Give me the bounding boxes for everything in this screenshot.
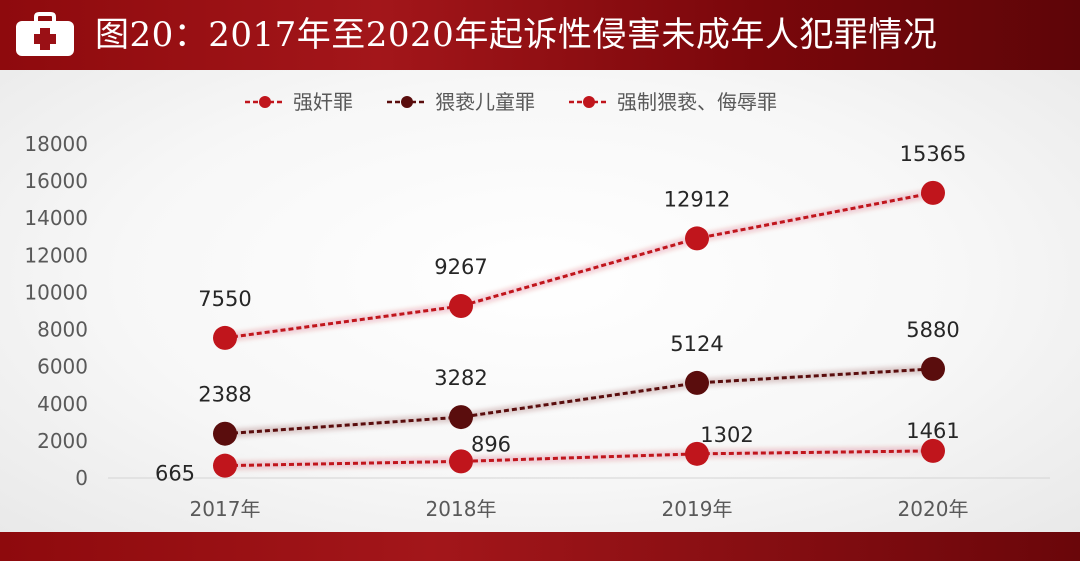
title-bar: 图20：2017年至2020年起诉性侵害未成年人犯罪情况	[0, 0, 1080, 70]
data-point	[921, 438, 945, 463]
y-tick-label: 4000	[37, 392, 88, 416]
data-label: 15365	[900, 142, 967, 166]
data-label: 896	[471, 432, 511, 456]
x-tick-label: 2018年	[426, 497, 497, 521]
data-point	[213, 421, 237, 446]
data-point	[921, 180, 945, 205]
data-label: 3282	[434, 366, 487, 390]
series-line-glow	[224, 188, 934, 343]
x-tick-label: 2020年	[898, 497, 969, 521]
data-label: 5124	[670, 332, 723, 356]
y-axis: 0 2000 4000 6000 8000 10000 12000 14000 16000 180…	[24, 132, 88, 490]
data-label: 2388	[198, 383, 251, 407]
data-label: 9267	[434, 255, 487, 279]
y-tick-label: 18000	[24, 132, 88, 156]
legend-marker	[401, 96, 413, 108]
series-layer	[213, 180, 945, 478]
legend-label: 强制猥亵、侮辱罪	[617, 90, 777, 114]
y-tick-label: 16000	[24, 169, 88, 193]
data-point	[685, 370, 709, 395]
data-point	[921, 356, 945, 381]
data-point	[213, 325, 237, 350]
data-point	[213, 453, 237, 478]
y-tick-label: 0	[75, 466, 88, 490]
data-label: 12912	[664, 187, 731, 211]
data-label: 1302	[700, 423, 753, 447]
legend-label: 强奸罪	[293, 90, 353, 114]
x-axis: 2017年 2018年 2019年 2020年	[108, 477, 1050, 521]
data-label: 7550	[198, 287, 251, 311]
y-tick-label: 8000	[37, 318, 88, 342]
y-tick-label: 12000	[24, 243, 88, 267]
data-point	[449, 405, 473, 430]
y-tick-label: 10000	[24, 280, 88, 304]
data-point	[685, 226, 709, 251]
legend-label: 猥亵儿童罪	[435, 90, 535, 114]
y-tick-label: 14000	[24, 206, 88, 230]
y-tick-label: 2000	[37, 429, 88, 453]
data-label: 5880	[906, 318, 959, 342]
data-label: 1461	[906, 419, 959, 443]
legend-marker	[259, 96, 271, 108]
legend-marker	[583, 96, 595, 108]
page-title: 图20：2017年至2020年起诉性侵害未成年人犯罪情况	[95, 15, 938, 55]
data-point	[449, 449, 473, 474]
first-aid-kit-icon	[16, 12, 74, 56]
footer-bar	[0, 532, 1080, 561]
x-tick-label: 2017年	[190, 497, 261, 521]
series-line	[224, 367, 934, 436]
data-label: 665	[155, 462, 195, 486]
series-line	[224, 449, 934, 468]
data-point	[449, 294, 473, 319]
chart-legend: 强奸罪 猥亵儿童罪 强制猥亵、侮辱罪	[245, 90, 777, 114]
data-point	[685, 441, 709, 466]
line-chart: 强奸罪 猥亵儿童罪 强制猥亵、侮辱罪 0 2000 4000 6000 8000 10000 1…	[24, 90, 1050, 521]
x-tick-label: 2019年	[662, 497, 733, 521]
series-line	[224, 191, 934, 340]
data-labels: 7550 9267 12912 15365 2388 3282 5124 5880 665 896…	[155, 142, 966, 486]
y-tick-label: 6000	[37, 355, 88, 379]
